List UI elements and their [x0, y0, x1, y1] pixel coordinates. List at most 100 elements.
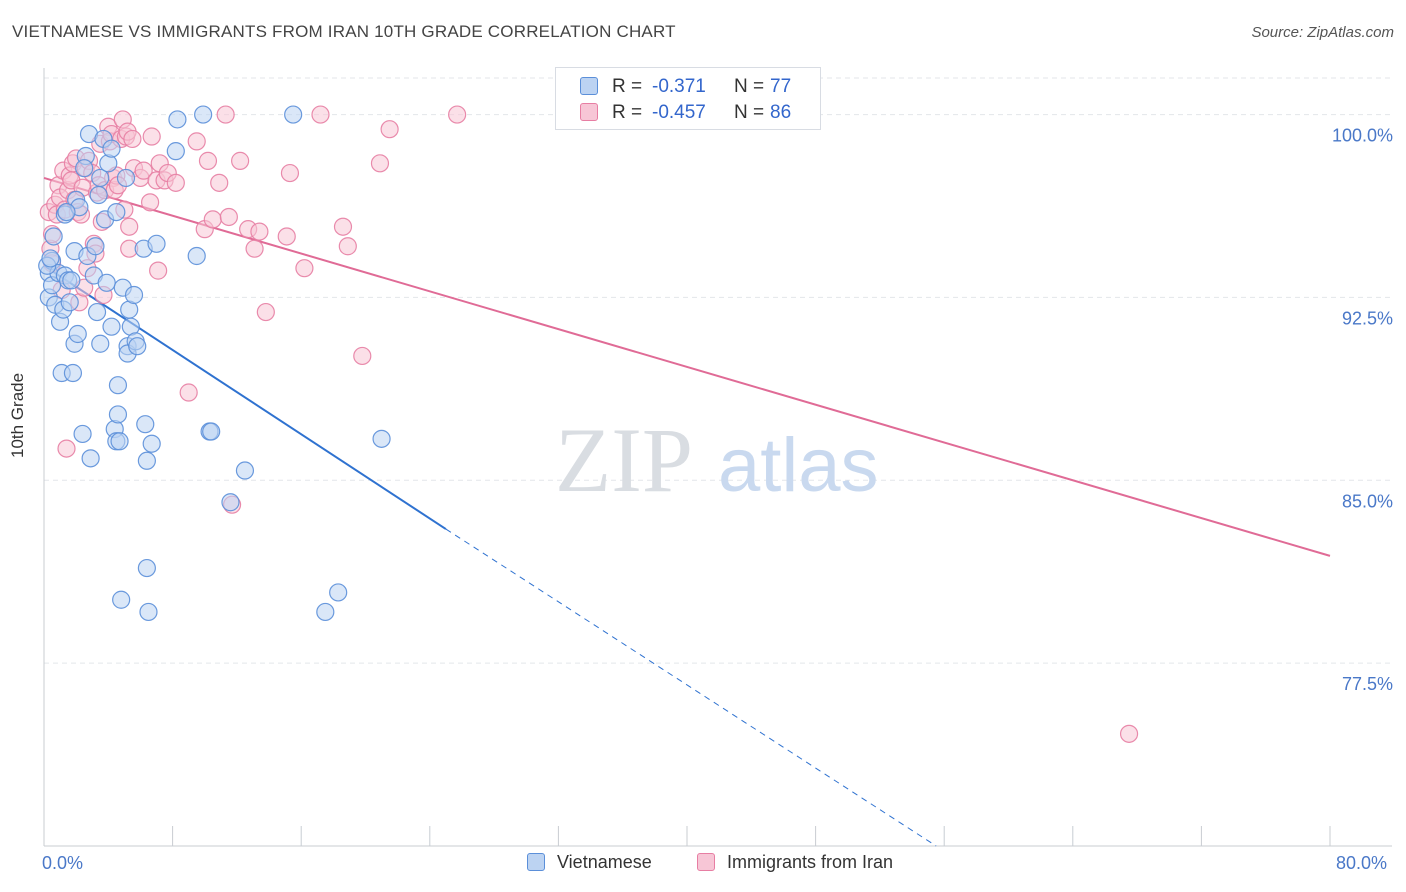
- point-iran: [187, 132, 206, 151]
- point-vietnamese: [91, 334, 110, 353]
- point-iran: [311, 105, 330, 124]
- point-vietnamese: [108, 376, 128, 395]
- point-vietnamese: [194, 105, 213, 124]
- legend-n-label: N =: [734, 76, 765, 97]
- point-vietnamese: [75, 159, 94, 178]
- point-iran: [179, 383, 198, 402]
- point-vietnamese: [97, 273, 116, 292]
- point-iran: [140, 193, 160, 212]
- point-vietnamese: [284, 105, 303, 124]
- legend-n-value: 86: [770, 102, 792, 123]
- legend-swatch-pink: [580, 103, 598, 121]
- point-iran: [123, 129, 142, 149]
- point-vietnamese: [86, 237, 105, 256]
- point-iran: [333, 217, 353, 236]
- point-vietnamese: [235, 461, 255, 480]
- point-vietnamese: [187, 246, 206, 266]
- chart-title: VIETNAMESE VS IMMIGRANTS FROM IRAN 10TH …: [12, 22, 676, 41]
- bottom-legend-label: Vietnamese: [557, 852, 652, 872]
- point-iran: [134, 161, 153, 180]
- point-iran: [216, 105, 235, 124]
- x-tick-label-min: 0.0%: [42, 853, 84, 873]
- source-label: Source: ZipAtlas.com: [1251, 24, 1394, 41]
- point-vietnamese: [63, 363, 83, 383]
- y-axis-label: 10th Grade: [8, 372, 27, 458]
- point-vietnamese: [316, 602, 335, 622]
- point-iran: [149, 261, 168, 280]
- point-iran: [231, 151, 250, 170]
- point-iran: [448, 105, 467, 124]
- point-iran: [277, 227, 296, 246]
- point-iran: [256, 302, 275, 322]
- point-iran: [370, 154, 390, 173]
- point-vietnamese: [202, 422, 221, 441]
- point-vietnamese: [91, 168, 110, 188]
- legend-n-label: N =: [734, 102, 765, 123]
- point-vietnamese: [116, 168, 136, 188]
- point-vietnamese: [41, 249, 60, 268]
- point-vietnamese: [87, 302, 107, 322]
- point-vietnamese: [168, 110, 187, 129]
- y-tick-label: 77.5%: [1342, 674, 1393, 694]
- watermark-zip: ZIP: [555, 409, 693, 511]
- point-vietnamese: [142, 434, 161, 453]
- point-vietnamese: [73, 424, 92, 444]
- point-iran: [380, 120, 399, 139]
- y-tick-labels: 77.5% 85.0% 92.5% 100.0%: [1332, 126, 1393, 695]
- point-vietnamese: [108, 405, 128, 424]
- point-vietnamese: [221, 493, 240, 512]
- point-vietnamese: [89, 185, 108, 205]
- legend-swatch-blue: [580, 77, 598, 95]
- point-iran: [142, 127, 161, 146]
- point-iran: [219, 207, 238, 227]
- point-vietnamese: [81, 449, 100, 468]
- correlation-legend: R = -0.371 N = 77 R = -0.457 N = 86: [555, 67, 821, 130]
- legend-r-value: -0.371: [652, 76, 706, 97]
- y-tick-label: 92.5%: [1342, 308, 1393, 328]
- bottom-legend-swatch-blue: [527, 853, 545, 871]
- legend-r-label: R =: [612, 76, 643, 97]
- point-iran: [295, 259, 314, 278]
- point-vietnamese: [107, 202, 126, 222]
- watermark: ZIP atlas: [555, 409, 879, 511]
- y-tick-label: 100.0%: [1332, 126, 1393, 146]
- point-vietnamese: [147, 234, 166, 253]
- point-vietnamese: [57, 202, 76, 222]
- data-points: [38, 105, 1139, 743]
- point-vietnamese: [112, 590, 131, 609]
- point-iran: [353, 346, 372, 366]
- legend-n-value: 77: [770, 76, 792, 97]
- point-vietnamese: [62, 271, 81, 290]
- bottom-legend-swatch-pink: [697, 853, 715, 871]
- y-tick-label: 85.0%: [1342, 491, 1393, 511]
- point-iran: [203, 210, 222, 229]
- point-iran: [250, 222, 269, 241]
- point-vietnamese: [137, 451, 156, 470]
- point-iran: [120, 217, 139, 236]
- point-iran: [198, 151, 218, 170]
- point-vietnamese: [110, 432, 129, 451]
- legend-r-value: -0.457: [652, 102, 706, 123]
- point-vietnamese: [102, 139, 121, 158]
- point-vietnamese: [329, 583, 348, 602]
- point-iran: [57, 439, 76, 458]
- point-vietnamese: [137, 558, 156, 578]
- x-tick-label-max: 80.0%: [1336, 853, 1388, 873]
- point-iran: [280, 163, 300, 183]
- bottom-legend-label: Immigrants from Iran: [727, 852, 894, 872]
- point-iran: [166, 173, 185, 192]
- point-vietnamese: [136, 415, 155, 434]
- point-iran: [1119, 724, 1139, 743]
- point-vietnamese: [128, 337, 147, 356]
- point-vietnamese: [60, 293, 79, 312]
- legend-r-label: R =: [612, 102, 643, 123]
- trend-line-vietnamese: [43, 264, 447, 530]
- point-iran: [245, 239, 264, 258]
- axes: [43, 68, 1392, 847]
- point-iran: [338, 237, 357, 256]
- point-vietnamese: [372, 429, 391, 448]
- point-vietnamese: [124, 285, 144, 305]
- point-vietnamese: [166, 142, 185, 161]
- point-vietnamese: [139, 602, 158, 622]
